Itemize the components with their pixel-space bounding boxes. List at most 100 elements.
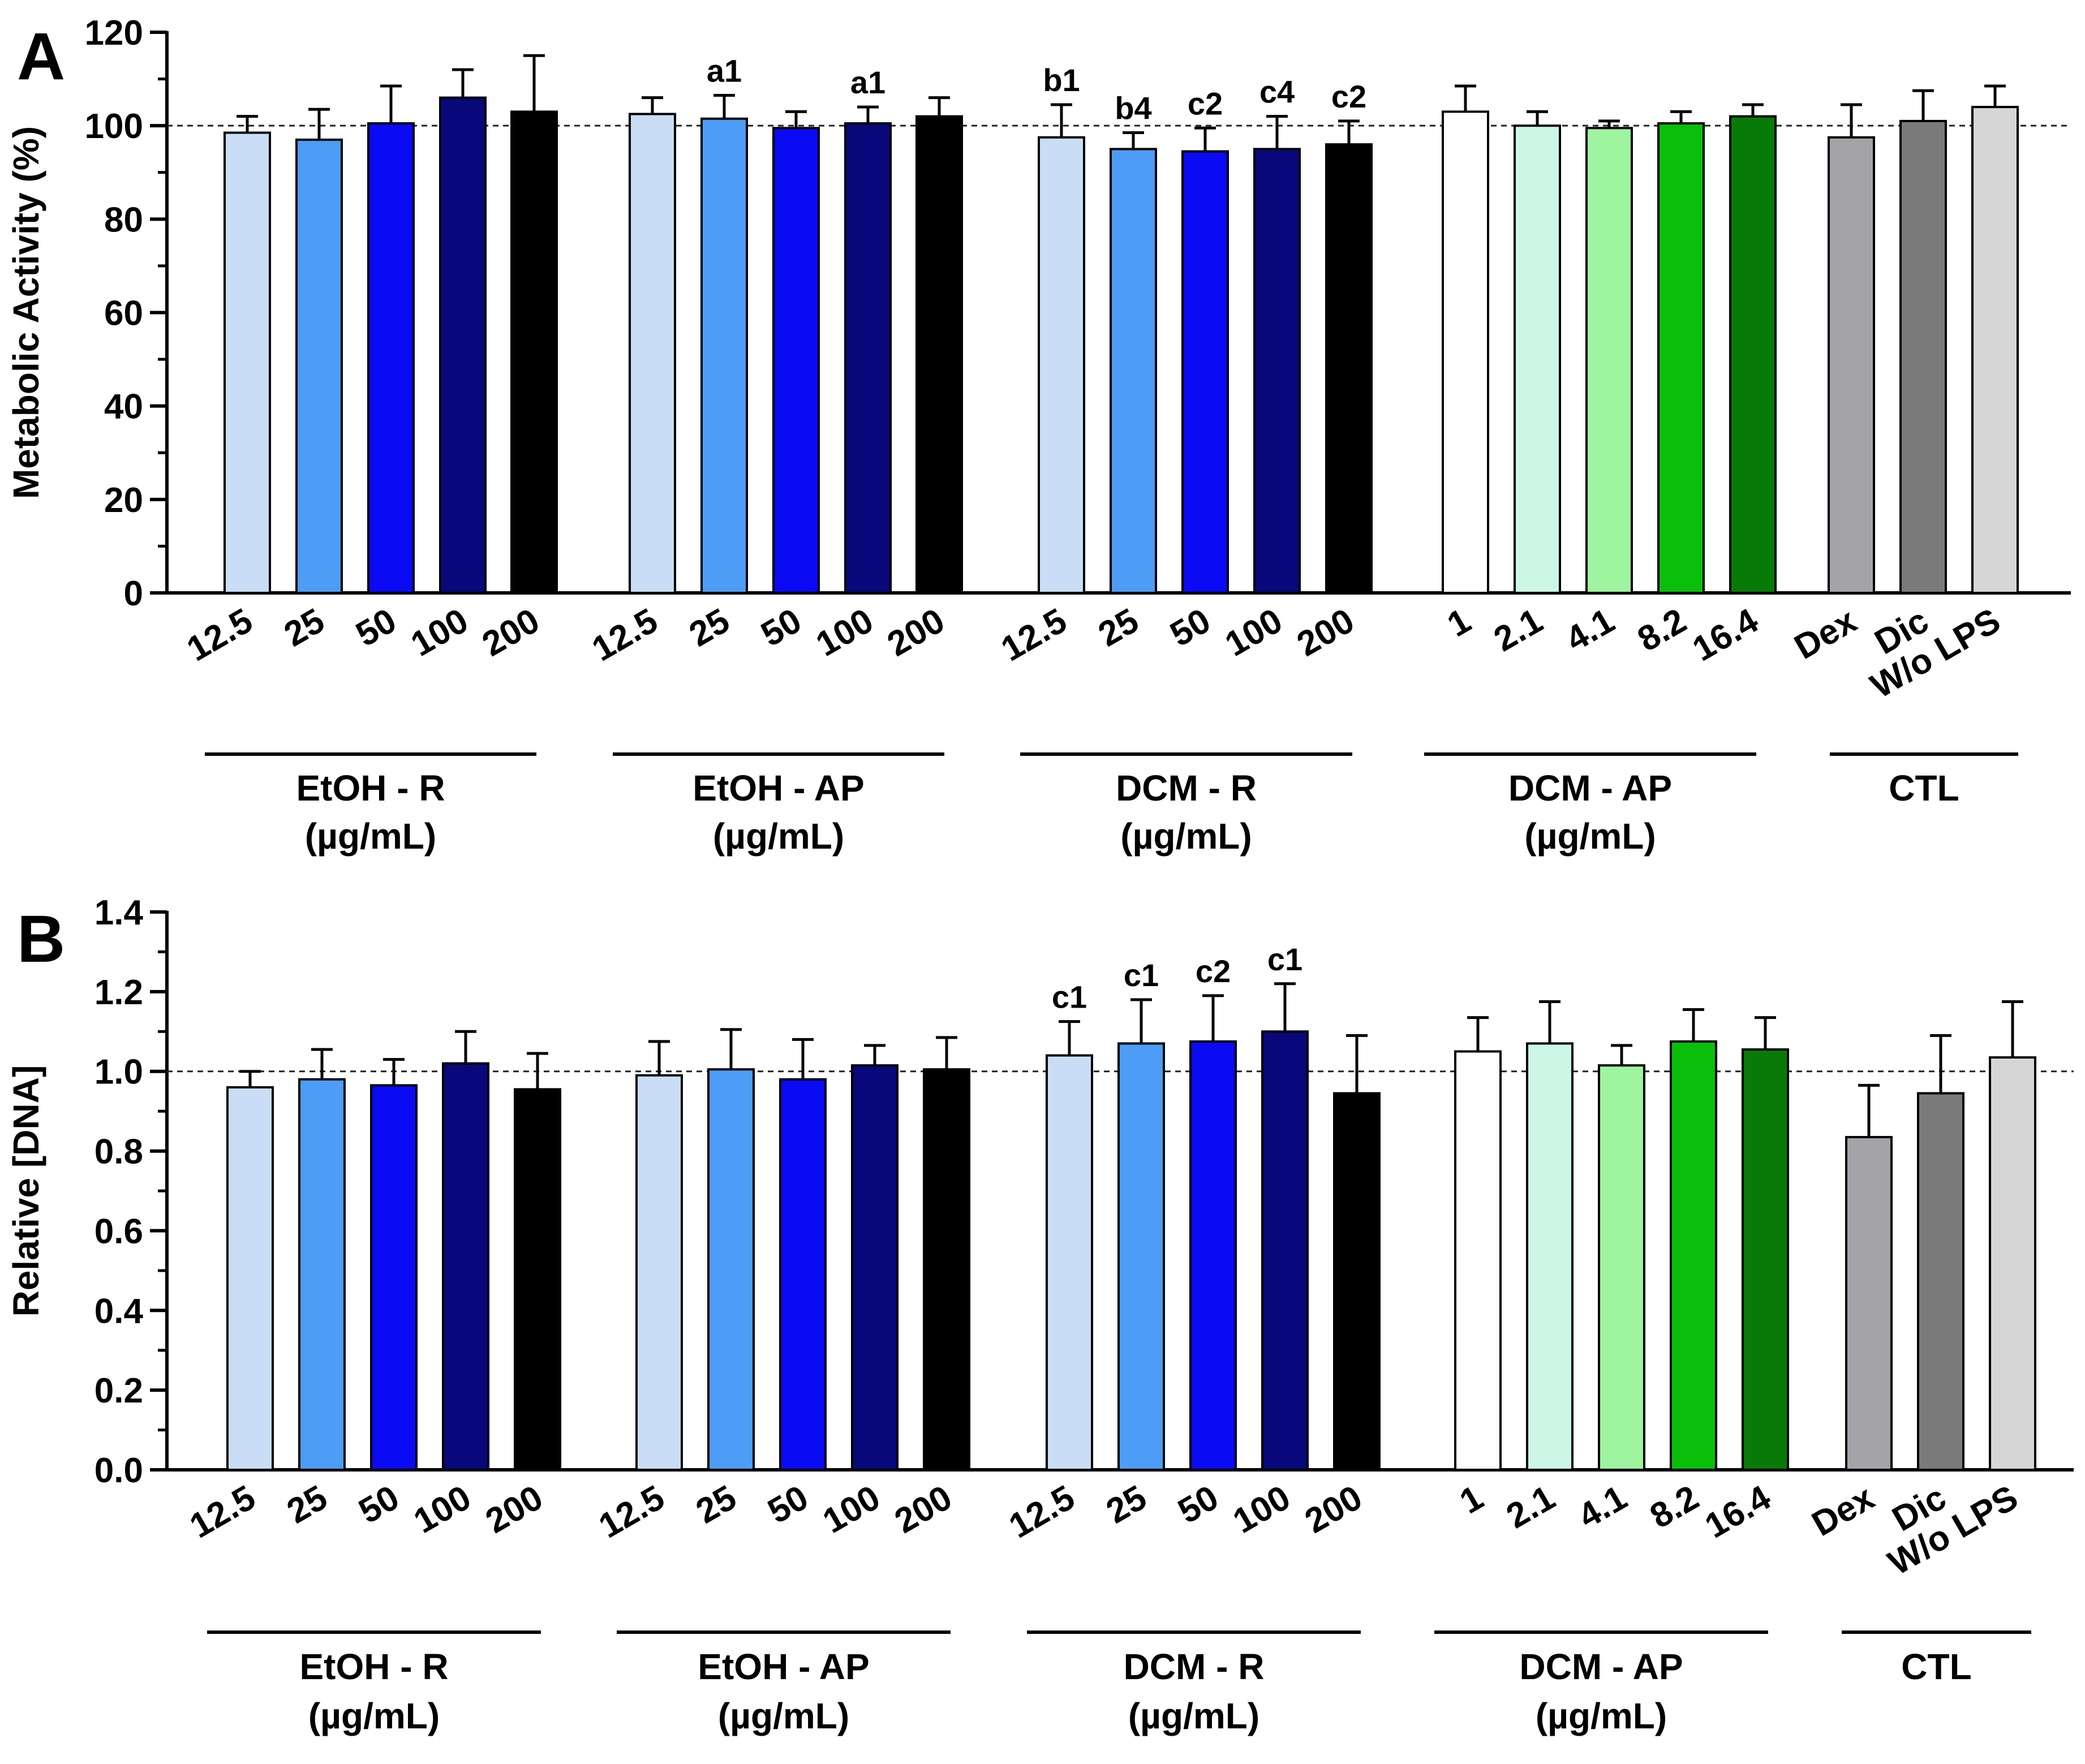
- panel-b-panel-letter: B: [17, 902, 65, 976]
- panel-b-bar: [298, 1078, 346, 1472]
- panel-b-bar: [1845, 1135, 1893, 1471]
- panel-b-bar-annotation: c1: [1267, 941, 1302, 977]
- panel-a-x-tick-label: 1: [1441, 601, 1477, 644]
- panel-a-x-tick-label: 200: [1291, 601, 1361, 664]
- panel-a-x-tick-label: 50: [755, 601, 808, 654]
- panel-b-x-tick-label: 25: [1100, 1478, 1153, 1531]
- panel-a-x-tick-label: 12.5: [995, 601, 1073, 669]
- panel-b-x-tick-label: 12.5: [592, 1478, 671, 1546]
- panel-a-group-unit: (µg/mL): [713, 816, 844, 857]
- panel-b-y-tick-label: 1.0: [94, 1053, 143, 1092]
- panel-a-x-tick-label: 100: [1219, 601, 1289, 664]
- panel-a-bar-annotation: a1: [707, 53, 742, 88]
- panel-a-bar-annotation: c4: [1259, 74, 1295, 110]
- panel-b-y-tick-label: 1.2: [94, 973, 143, 1012]
- panel-b-y-tick-label: 0.8: [94, 1133, 143, 1172]
- panel-a-group-unit: (µg/mL): [1120, 816, 1252, 857]
- panel-a-bar-annotation: c2: [1331, 79, 1366, 114]
- panel-a-bar: [439, 96, 487, 595]
- panel-b-bar-annotation: c1: [1052, 979, 1087, 1015]
- panel-a-bar: [1325, 143, 1373, 594]
- panel-a-x-tick-label: 100: [405, 601, 475, 664]
- panel-b-x-tick-label: 200: [479, 1478, 549, 1541]
- panel-a-bar: [295, 138, 343, 595]
- panel-b-bar: [1454, 1050, 1502, 1471]
- panel-b-bar: [1261, 1030, 1309, 1472]
- panel-a-bar: [1828, 136, 1875, 594]
- panel-a-bar: [1899, 119, 1947, 595]
- panel-b-x-tick-label: 16.4: [1699, 1478, 1777, 1546]
- panel-a-group-name: EtOH - AP: [693, 768, 864, 808]
- panel-b-bar: [923, 1068, 970, 1471]
- panel-a-bar: [1657, 122, 1705, 595]
- panel-a-bar-annotation: a1: [850, 64, 885, 100]
- panel-b-x-tick-label: 12.5: [183, 1478, 262, 1546]
- panel-a-group-name: EtOH - R: [296, 768, 445, 808]
- panel-a-x-tick-label: 100: [810, 601, 880, 664]
- panel-a-group-name: DCM - AP: [1508, 768, 1672, 808]
- panel-b-bar: [1917, 1092, 1964, 1471]
- panel-a-x-tick-label: 50: [1164, 601, 1217, 654]
- panel-a-x-tick-label: 50: [350, 601, 403, 654]
- panel-b-x-tick-label: 2.1: [1500, 1478, 1562, 1536]
- panel-b-bar: [1989, 1056, 2036, 1472]
- panel-b-bar: [514, 1088, 561, 1471]
- panel-b-group-unit: (µg/mL): [308, 1696, 440, 1736]
- panel-b-bar: [779, 1078, 827, 1472]
- panel-a-y-axis-title: Metabolic Activity (%): [6, 126, 46, 499]
- panel-b-bar: [707, 1068, 755, 1471]
- panel-a-x-tick-label: 4.1: [1559, 601, 1621, 659]
- panel-a-group-name: CTL: [1889, 768, 1959, 808]
- panel-b-bar: [1117, 1042, 1165, 1471]
- panel-a-y-tick-label: 20: [104, 481, 143, 520]
- panel-b-x-tick-label: 12.5: [1003, 1478, 1081, 1546]
- panel-b-group-name: DCM - R: [1124, 1646, 1265, 1687]
- panel-b-x-tick-label: 50: [762, 1478, 815, 1531]
- panel-a-bar: [510, 110, 558, 594]
- panel-a-bar: [367, 122, 415, 595]
- panel-b-bar: [1189, 1040, 1237, 1471]
- panel-a-x-tick-label: 12.5: [180, 601, 259, 669]
- panel-a-bar: [1585, 127, 1633, 594]
- panel-a-bar: [700, 117, 748, 594]
- panel-a-bar: [1442, 110, 1489, 594]
- panel-b-x-tick-label: 100: [816, 1478, 887, 1541]
- panel-b-x-tick-label: 100: [407, 1478, 478, 1541]
- panel-b-bar: [851, 1064, 899, 1471]
- panel-a-group-unit: (µg/mL): [305, 816, 436, 857]
- panel-a-x-tick-label: 12.5: [586, 601, 664, 669]
- panel-b-y-tick-label: 0.0: [94, 1451, 143, 1490]
- panel-a-x-tick-label: 2.1: [1488, 601, 1549, 659]
- panel-b-bar-annotation: c2: [1196, 953, 1231, 989]
- panel-a-bar: [223, 131, 271, 595]
- panel-a-y-tick-label: 80: [104, 200, 143, 239]
- panel-b-x-tick-label: 1: [1454, 1478, 1490, 1521]
- panel-b-bar: [1333, 1092, 1381, 1471]
- panel-a-panel-letter: A: [17, 19, 65, 94]
- panel-a-group-unit: (µg/mL): [1524, 816, 1656, 857]
- panel-a-group-name: DCM - R: [1116, 768, 1257, 808]
- panel-a-x-tick-label: 25: [1092, 601, 1145, 654]
- panel-b-group-unit: (µg/mL): [1536, 1696, 1667, 1736]
- panel-a-bar: [1110, 148, 1157, 595]
- panel-b-x-tick-label: 25: [690, 1478, 743, 1531]
- panel-b-bar: [226, 1086, 274, 1471]
- panel-b-x-tick-label: 100: [1227, 1478, 1297, 1541]
- panel-a-bar: [1038, 136, 1085, 594]
- panel-a-y-tick-label: 0: [124, 574, 143, 613]
- panel-a-bar: [629, 113, 676, 595]
- panel-a-bar: [1971, 106, 2019, 594]
- panel-b-x-tick-label: 50: [352, 1478, 406, 1531]
- panel-a-bar: [844, 122, 892, 595]
- panel-a-x-tick-label: 16.4: [1686, 601, 1765, 669]
- panel-b-bar: [442, 1062, 489, 1471]
- panel-a-x-tick-label: 25: [683, 601, 736, 654]
- panel-a-bar-annotation: b4: [1115, 91, 1151, 126]
- panel-b-x-tick-label: 200: [888, 1478, 958, 1541]
- panel-b-x-tick-label: Dex: [1805, 1478, 1881, 1544]
- panel-b-y-tick-label: 0.2: [94, 1371, 143, 1410]
- panel-a-y-tick-label: 60: [104, 294, 143, 333]
- panel-b-bar: [370, 1084, 418, 1471]
- panel-a-y-tick-label: 120: [85, 14, 143, 53]
